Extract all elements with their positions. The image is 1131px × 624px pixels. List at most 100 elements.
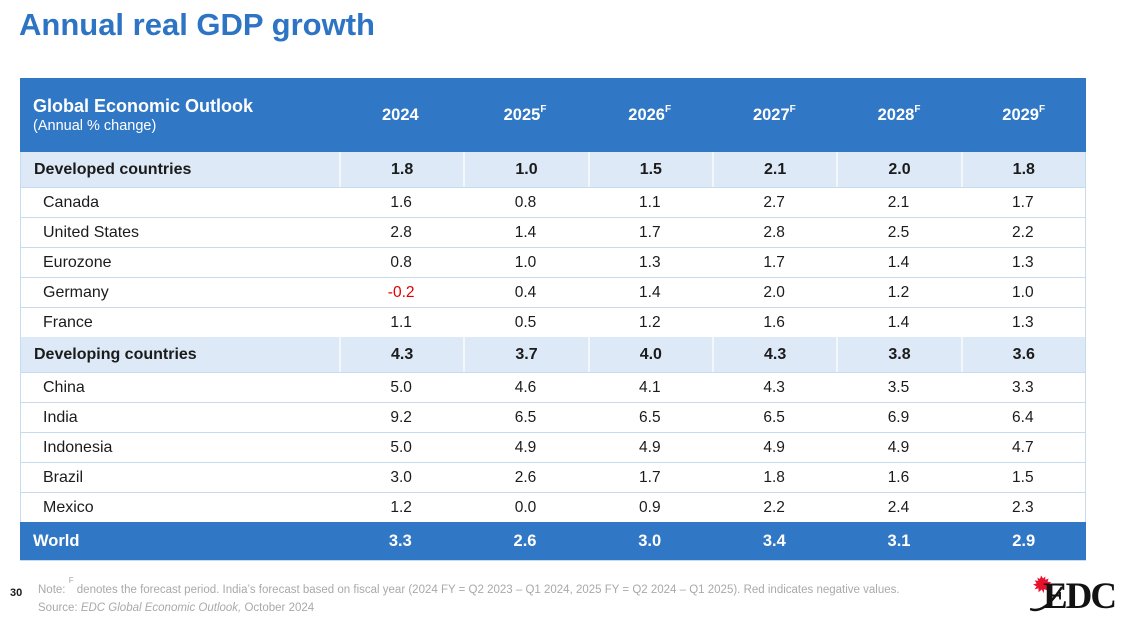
table-row: World 3.3 2.6 3.0 3.4 3.1 2.9 — [20, 522, 1086, 560]
gdp-value: 3.4 — [762, 531, 786, 550]
gdp-value: 2.6 — [514, 468, 537, 486]
row-label: France — [43, 313, 93, 331]
gdp-value: 0.9 — [639, 498, 661, 516]
gdp-value: 1.1 — [639, 193, 661, 211]
gdp-value: 6.5 — [763, 408, 785, 426]
gdp-value: 1.8 — [960, 152, 1085, 187]
gdp-value: 4.1 — [639, 378, 661, 396]
row-label: Developing countries — [34, 345, 197, 363]
gdp-value: 0.8 — [514, 193, 537, 211]
gdp-value: 1.2 — [639, 313, 661, 331]
gdp-value: 5.0 — [390, 378, 412, 396]
gdp-value: 3.0 — [390, 468, 412, 486]
gdp-value: 1.4 — [514, 223, 537, 241]
gdp-value: 1.2 — [887, 283, 910, 301]
table-subtitle: (Annual % change) — [33, 118, 157, 135]
table-row: Germany -0.2 0.4 1.4 2.0 1.2 1.0 — [21, 277, 1085, 307]
gdp-value: 1.3 — [1012, 253, 1034, 271]
gdp-value: 6.5 — [514, 408, 537, 426]
gdp-value: 2.2 — [1012, 223, 1034, 241]
gdp-table: Global Economic Outlook (Annual % change… — [20, 78, 1086, 561]
gdp-value: 3.3 — [1012, 378, 1034, 396]
gdp-value: 2.4 — [887, 498, 910, 516]
table-row: Brazil 3.0 2.6 1.7 1.8 1.6 1.5 — [21, 462, 1085, 492]
gdp-value: 0.8 — [390, 253, 412, 271]
column-header-2025: 2025 F — [503, 104, 547, 124]
gdp-value: 3.8 — [836, 337, 960, 372]
source-publication: EDC Global Economic Outlook, — [80, 602, 242, 614]
gdp-value: 4.6 — [514, 378, 537, 396]
table-row: Mexico 1.2 0.0 0.9 2.2 2.4 2.3 — [21, 492, 1085, 522]
footnote-prefix: Note: — [38, 584, 69, 596]
row-label: Mexico — [43, 498, 94, 516]
gdp-value: 1.5 — [1012, 468, 1034, 486]
gdp-value: 2.9 — [1012, 531, 1036, 550]
row-label: Germany — [43, 283, 109, 301]
gdp-value: 3.0 — [638, 531, 662, 550]
gdp-value: 5.0 — [390, 438, 412, 456]
gdp-value: 1.0 — [514, 253, 537, 271]
gdp-value: 1.0 — [463, 152, 587, 187]
gdp-value: -0.2 — [387, 283, 415, 301]
logo-swoosh — [1030, 586, 1063, 612]
table-row: France 1.1 0.5 1.2 1.6 1.4 1.3 — [21, 307, 1085, 337]
gdp-value: 1.7 — [639, 468, 661, 486]
gdp-value: 6.4 — [1012, 408, 1034, 426]
table-row: China 5.0 4.6 4.1 4.3 3.5 3.3 — [21, 372, 1085, 402]
gdp-value: 1.3 — [639, 253, 661, 271]
row-label: Developed countries — [34, 160, 192, 178]
gdp-value: 3.6 — [960, 337, 1085, 372]
table-row: United States 2.8 1.4 1.7 2.8 2.5 2.2 — [21, 217, 1085, 247]
gdp-value: 2.1 — [711, 152, 836, 187]
gdp-value: 1.2 — [390, 498, 412, 516]
column-header-2024: 2024 — [381, 105, 419, 124]
gdp-value: 4.0 — [587, 337, 712, 372]
table-header-label-cell: Global Economic Outlook (Annual % change… — [20, 78, 338, 152]
gdp-value: 2.8 — [390, 223, 412, 241]
gdp-value: 1.6 — [763, 313, 785, 331]
column-header-2027: 2027 F — [752, 104, 796, 124]
gdp-value: 6.9 — [887, 408, 910, 426]
gdp-value: 3.1 — [887, 531, 911, 550]
gdp-value: 2.1 — [887, 193, 910, 211]
gdp-value: 0.4 — [514, 283, 537, 301]
row-label: World — [33, 531, 80, 550]
maple-leaf-icon — [1033, 575, 1052, 594]
footnote-text: denotes the forecast period. India’s for… — [73, 584, 900, 596]
gdp-value: 1.7 — [763, 253, 785, 271]
gdp-value: 4.3 — [711, 337, 836, 372]
gdp-value: 1.5 — [587, 152, 712, 187]
column-header-2029: 2029 F — [1002, 104, 1046, 124]
gdp-value: 1.6 — [390, 193, 412, 211]
gdp-value: 1.8 — [763, 468, 785, 486]
slide-title: Annual real GDP growth — [19, 7, 375, 42]
row-label: United States — [43, 223, 140, 241]
gdp-value: 2.8 — [763, 223, 785, 241]
gdp-value: 9.2 — [390, 408, 412, 426]
source-date: October 2024 — [241, 602, 315, 614]
source-note: Source: EDC Global Economic Outlook, Oct… — [38, 602, 314, 614]
gdp-value: 0.0 — [514, 498, 537, 516]
gdp-value: 4.7 — [1012, 438, 1034, 456]
gdp-value: 3.5 — [887, 378, 910, 396]
table-row: Indonesia 5.0 4.9 4.9 4.9 4.9 4.7 — [21, 432, 1085, 462]
gdp-value: 1.7 — [639, 223, 661, 241]
table-row: Developed countries 1.8 1.0 1.5 2.1 2.0 1.8 — [21, 152, 1085, 187]
column-header-2026: 2026 F — [628, 104, 672, 124]
gdp-value: 2.7 — [763, 193, 785, 211]
gdp-value: 4.9 — [639, 438, 661, 456]
page-number: 30 — [10, 587, 23, 599]
table-body: Developed countries 1.8 1.0 1.5 2.1 2.0 1.8 C… — [20, 152, 1086, 560]
gdp-value: 1.4 — [887, 253, 910, 271]
row-label: Canada — [43, 193, 100, 211]
table-row: India 9.2 6.5 6.5 6.5 6.9 6.4 — [21, 402, 1085, 432]
gdp-value: 1.3 — [1012, 313, 1034, 331]
gdp-value: 1.1 — [390, 313, 412, 331]
gdp-value: 1.4 — [887, 313, 910, 331]
gdp-value: 1.6 — [887, 468, 910, 486]
gdp-value: 2.6 — [513, 531, 537, 550]
gdp-value: 2.3 — [1012, 498, 1034, 516]
forecast-superscript: F — [68, 576, 74, 585]
gdp-value: 1.8 — [339, 152, 463, 187]
footnote: Note: F denotes the forecast period. Ind… — [38, 577, 938, 597]
